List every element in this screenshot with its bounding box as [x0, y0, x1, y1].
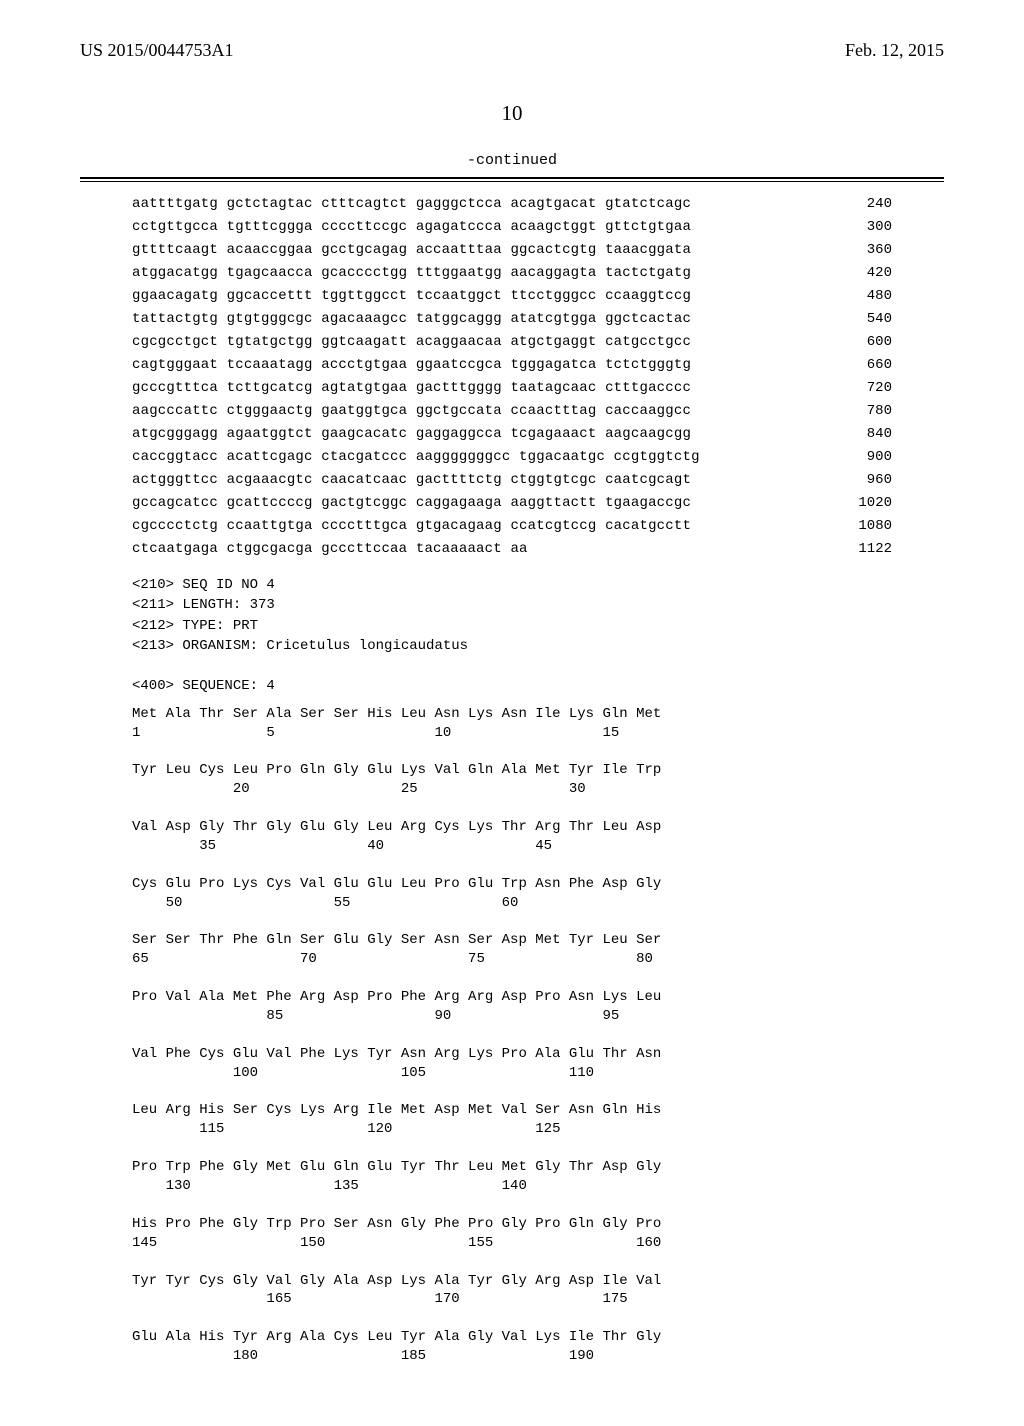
page-number: 10 [80, 101, 944, 126]
dna-sequence-row: atgcgggagg agaatggtct gaagcacatc gaggagg… [132, 426, 892, 442]
dna-sequence-row: gcccgtttca tcttgcatcg agtatgtgaa gactttg… [132, 380, 892, 396]
dna-sequence-position: 480 [832, 288, 892, 304]
patent-number: US 2015/0044753A1 [80, 40, 234, 61]
rule-top [80, 177, 944, 179]
dna-sequence-row: cagtgggaat tccaaatagg accctgtgaa ggaatcc… [132, 357, 892, 373]
dna-sequence-text: ggaacagatg ggcaccettt tggttggcct tccaatg… [132, 288, 691, 304]
dna-sequence-position: 1080 [832, 518, 892, 534]
page-header: US 2015/0044753A1 Feb. 12, 2015 [80, 40, 944, 61]
dna-sequence-position: 600 [832, 334, 892, 350]
dna-sequence-text: cgcgcctgct tgtatgctgg ggtcaagatt acaggaa… [132, 334, 691, 350]
dna-sequence-text: tattactgtg gtgtgggcgc agacaaagcc tatggca… [132, 311, 691, 327]
dna-sequence-position: 420 [832, 265, 892, 281]
dna-sequence-text: ctcaatgaga ctggcgacga gcccttccaa tacaaaa… [132, 541, 528, 557]
dna-sequence-text: cctgttgcca tgtttcggga ccccttccgc agagatc… [132, 219, 691, 235]
dna-sequence-position: 1020 [832, 495, 892, 511]
dna-sequence-row: gccagcatcc gcattccccg gactgtcggc caggaga… [132, 495, 892, 511]
dna-sequence-row: cgcccctctg ccaattgtga cccctttgca gtgacag… [132, 518, 892, 534]
dna-sequence-position: 360 [832, 242, 892, 258]
dna-sequence-row: aattttgatg gctctagtac ctttcagtct gagggct… [132, 196, 892, 212]
dna-sequence-block: aattttgatg gctctagtac ctttcagtct gagggct… [80, 196, 944, 557]
dna-sequence-position: 300 [832, 219, 892, 235]
dna-sequence-position: 660 [832, 357, 892, 373]
dna-sequence-text: actgggttcc acgaaacgtc caacatcaac gactttt… [132, 472, 691, 488]
dna-sequence-text: aattttgatg gctctagtac ctttcagtct gagggct… [132, 196, 691, 212]
dna-sequence-text: aagcccattc ctgggaactg gaatggtgca ggctgcc… [132, 403, 691, 419]
dna-sequence-text: atggacatgg tgagcaacca gcacccctgg tttggaa… [132, 265, 691, 281]
dna-sequence-row: cgcgcctgct tgtatgctgg ggtcaagatt acaggaa… [132, 334, 892, 350]
dna-sequence-row: actgggttcc acgaaacgtc caacatcaac gactttt… [132, 472, 892, 488]
dna-sequence-row: cctgttgcca tgtttcggga ccccttccgc agagatc… [132, 219, 892, 235]
sequence-metadata: <210> SEQ ID NO 4 <211> LENGTH: 373 <212… [132, 575, 892, 697]
dna-sequence-row: gttttcaagt acaaccggaa gcctgcagag accaatt… [132, 242, 892, 258]
dna-sequence-row: caccggtacc acattcgagc ctacgatccc aaggggg… [132, 449, 892, 465]
dna-sequence-text: caccggtacc acattcgagc ctacgatccc aaggggg… [132, 449, 700, 465]
dna-sequence-position: 960 [832, 472, 892, 488]
dna-sequence-position: 840 [832, 426, 892, 442]
rule-thin [80, 181, 944, 182]
dna-sequence-row: tattactgtg gtgtgggcgc agacaaagcc tatggca… [132, 311, 892, 327]
dna-sequence-row: ggaacagatg ggcaccettt tggttggcct tccaatg… [132, 288, 892, 304]
dna-sequence-row: atggacatgg tgagcaacca gcacccctgg tttggaa… [132, 265, 892, 281]
dna-sequence-text: gcccgtttca tcttgcatcg agtatgtgaa gactttg… [132, 380, 691, 396]
dna-sequence-position: 240 [832, 196, 892, 212]
continued-label: -continued [80, 152, 944, 169]
dna-sequence-text: cgcccctctg ccaattgtga cccctttgca gtgacag… [132, 518, 691, 534]
dna-sequence-position: 1122 [832, 541, 892, 557]
dna-sequence-text: gccagcatcc gcattccccg gactgtcggc caggaga… [132, 495, 691, 511]
protein-sequence-block: Met Ala Thr Ser Ala Ser Ser His Leu Asn … [132, 705, 892, 1366]
dna-sequence-position: 540 [832, 311, 892, 327]
dna-sequence-text: cagtgggaat tccaaatagg accctgtgaa ggaatcc… [132, 357, 691, 373]
dna-sequence-text: gttttcaagt acaaccggaa gcctgcagag accaatt… [132, 242, 691, 258]
publication-date: Feb. 12, 2015 [845, 40, 944, 61]
dna-sequence-row: ctcaatgaga ctggcgacga gcccttccaa tacaaaa… [132, 541, 892, 557]
dna-sequence-row: aagcccattc ctgggaactg gaatggtgca ggctgcc… [132, 403, 892, 419]
dna-sequence-position: 720 [832, 380, 892, 396]
dna-sequence-text: atgcgggagg agaatggtct gaagcacatc gaggagg… [132, 426, 691, 442]
dna-sequence-position: 900 [832, 449, 892, 465]
dna-sequence-position: 780 [832, 403, 892, 419]
